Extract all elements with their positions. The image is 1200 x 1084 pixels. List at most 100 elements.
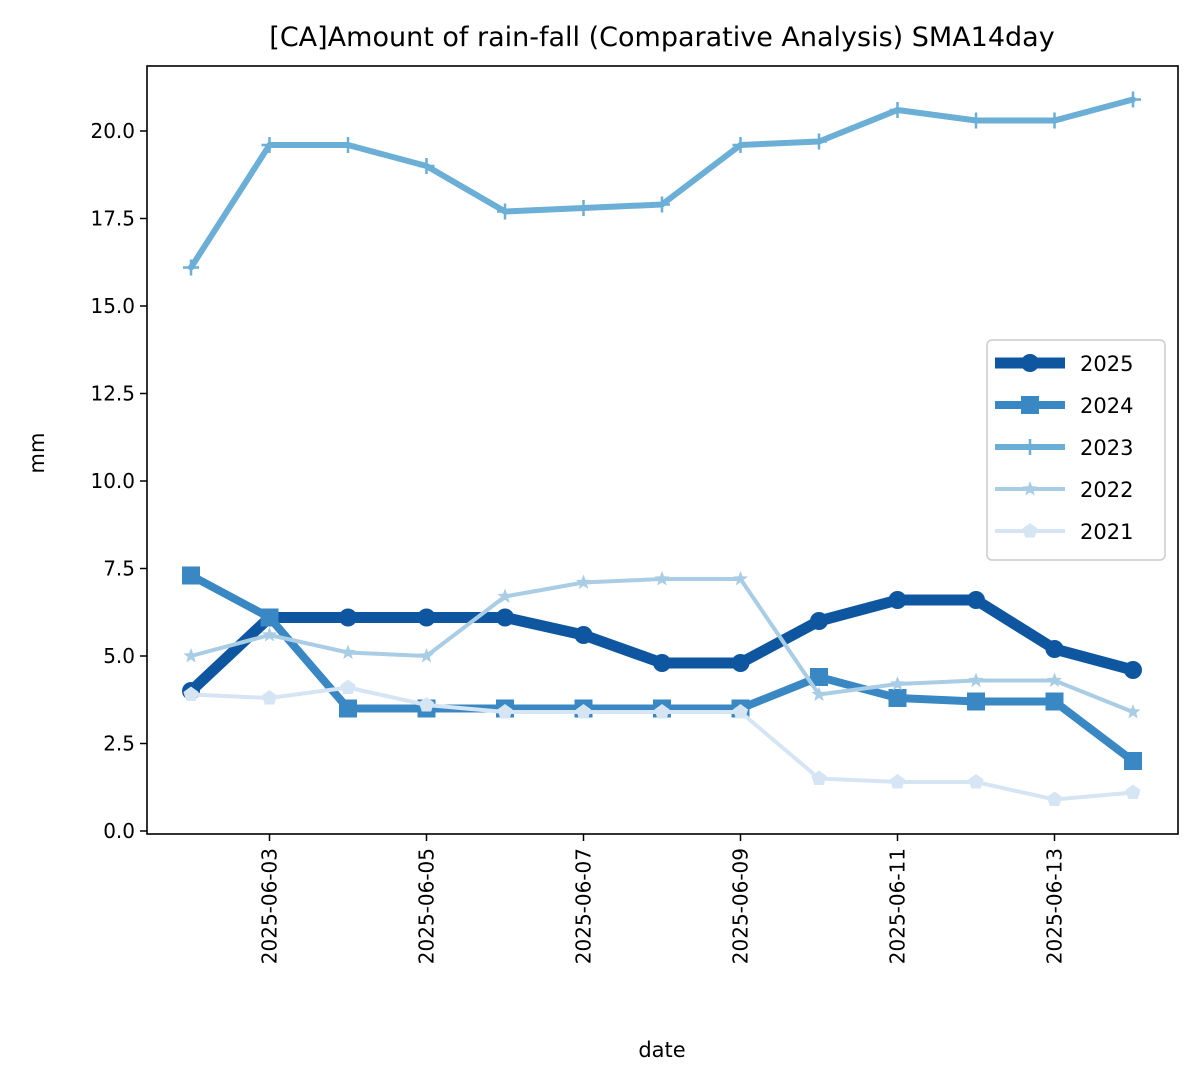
legend-marker [1022, 523, 1038, 538]
data-point-2023 [889, 102, 906, 118]
legend-marker [1022, 439, 1038, 455]
legend-item-2022: 2022 [995, 478, 1133, 502]
data-point-2023 [1125, 91, 1141, 108]
x-tick-label: 2025-06-11 [886, 848, 910, 964]
chart-title: [CA]Amount of rain-fall (Comparative Ana… [269, 22, 1054, 53]
y-tick-label: 5.0 [103, 644, 135, 668]
y-tick-label: 10.0 [90, 469, 135, 493]
series-2021 [183, 679, 1141, 806]
y-tick-label: 20.0 [90, 119, 135, 143]
data-point-2024 [1124, 752, 1142, 770]
legend-marker [1021, 396, 1039, 414]
legend-box [986, 339, 1166, 561]
legend-label: 2025 [1080, 352, 1133, 376]
plot-frame [146, 65, 1179, 835]
series-2022 [183, 571, 1141, 719]
data-point-2023 [183, 259, 199, 276]
data-point-2025 [653, 654, 671, 672]
legend-label: 2024 [1080, 394, 1133, 418]
x-tick-label: 2025-06-09 [729, 848, 753, 964]
x-axis: 2025-06-03 2025-06-05 2025-06-07 2025-06-09… [258, 834, 1067, 964]
data-point-2021 [261, 690, 278, 705]
data-point-2021 [575, 704, 592, 719]
data-point-2021 [1125, 784, 1141, 799]
series-line-2023 [188, 96, 1136, 271]
data-point-2023 [811, 133, 827, 150]
data-point-2024 [182, 566, 200, 585]
data-point-2023 [654, 196, 670, 213]
legend-label: 2021 [1080, 520, 1133, 544]
data-point-2023 [968, 112, 984, 129]
x-axis-label: date [638, 1038, 685, 1062]
data-point-2022 [418, 648, 435, 663]
data-point-2023 [575, 200, 592, 216]
data-point-2022 [575, 574, 592, 589]
data-point-2024 [810, 668, 828, 686]
data-point-2021 [889, 774, 906, 789]
data-point-2022 [1125, 704, 1141, 719]
x-tick-label: 2025-06-05 [415, 848, 439, 964]
legend-item-2024: 2024 [995, 394, 1133, 418]
y-tick-label: 2.5 [103, 732, 135, 756]
data-point-2025 [888, 591, 907, 609]
data-point-2021 [497, 704, 513, 719]
y-tick-label: 15.0 [90, 294, 135, 318]
data-point-2025 [496, 608, 514, 627]
data-point-2023 [1046, 112, 1063, 129]
data-point-2022 [654, 571, 670, 586]
legend-item-2021: 2021 [995, 520, 1133, 544]
y-axis: 0.0 2.5 5.0 7.5 10.0 12.5 15.0 17.5 20.0 [90, 119, 147, 843]
legend: 2025 2024 2023 2022 2021 [986, 339, 1166, 561]
x-tick-label: 2025-06-03 [258, 848, 282, 964]
legend-label: 2023 [1080, 436, 1133, 460]
legend-marker [1021, 354, 1039, 372]
legend-label: 2022 [1080, 478, 1133, 502]
data-point-2024 [260, 608, 279, 627]
data-point-2024 [1045, 692, 1064, 711]
series-2023 [183, 91, 1141, 276]
plot-area [146, 65, 1179, 835]
data-point-2022 [811, 686, 827, 701]
data-point-2021 [418, 697, 435, 712]
legend-item-2025: 2025 [995, 352, 1133, 376]
y-axis-label: mm [25, 433, 49, 474]
data-point-2021 [968, 774, 984, 789]
data-point-2025 [339, 608, 357, 627]
data-point-2025 [810, 612, 828, 630]
data-point-2022 [261, 627, 278, 642]
series-line-2025 [185, 594, 1139, 697]
legend-item-2023: 2023 [995, 436, 1133, 460]
y-tick-label: 17.5 [90, 207, 135, 231]
series-2025 [182, 591, 1142, 700]
data-point-2022 [340, 644, 356, 659]
y-tick-label: 0.0 [103, 819, 135, 843]
x-tick-label: 2025-06-13 [1043, 848, 1067, 964]
data-point-2021 [1046, 791, 1063, 806]
data-point-2021 [654, 704, 670, 719]
data-point-2024 [888, 689, 907, 707]
data-point-2021 [340, 679, 356, 694]
data-point-2025 [1124, 661, 1142, 679]
data-point-2023 [261, 137, 278, 153]
data-point-2022 [968, 672, 984, 687]
data-point-2024 [339, 699, 357, 718]
data-point-2022 [889, 676, 906, 691]
data-point-2021 [183, 686, 199, 701]
y-tick-label: 7.5 [103, 557, 135, 581]
y-tick-label: 12.5 [90, 382, 135, 406]
data-point-2021 [732, 704, 749, 719]
data-point-2025 [417, 608, 436, 627]
data-point-2022 [497, 588, 513, 603]
x-tick-label: 2025-06-07 [572, 848, 596, 964]
data-point-2023 [732, 137, 749, 153]
data-point-2025 [967, 591, 985, 609]
data-point-2025 [731, 654, 750, 672]
data-point-2022 [183, 648, 199, 663]
data-point-2022 [732, 571, 749, 586]
legend-marker [1022, 481, 1038, 496]
data-point-2023 [497, 203, 513, 220]
data-point-2025 [1045, 640, 1064, 658]
data-point-2024 [967, 692, 985, 711]
data-point-2022 [1046, 672, 1063, 687]
